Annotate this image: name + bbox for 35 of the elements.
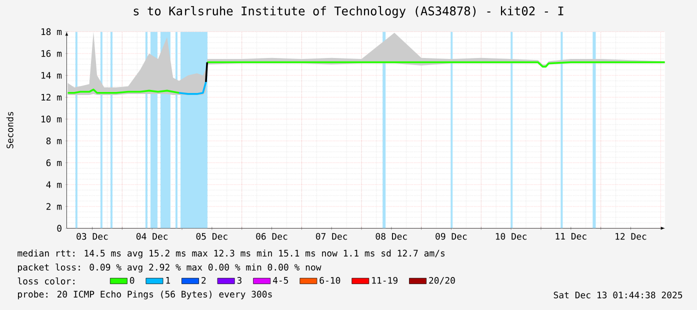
y-tick-label: 8 m — [46, 138, 62, 144]
x-tick-label: 05 Dec — [196, 232, 228, 240]
y-tick-label: 10 m — [42, 116, 62, 122]
legend-label: 4-5 — [272, 277, 288, 284]
legend-label: 11-19 — [372, 276, 398, 284]
text: Sat Dec 13 01:44:38 2025 — [554, 292, 682, 298]
x-tick-label: 12 Dec — [616, 232, 646, 240]
y-tick-label: 2 m — [46, 203, 62, 210]
legend-title: loss color: — [18, 278, 74, 284]
legend-label: 3 — [237, 276, 242, 284]
text: median rtt: 14.5 ms avg 15.2 ms max 12.3 ms min 15.1 ms now 1.1 ms sd 12.7 am/s — [18, 250, 445, 258]
x-tick-label: 10 Dec — [496, 232, 527, 240]
x-tick-label: 07 Dec — [316, 232, 348, 240]
legend-label: 0 — [130, 276, 134, 284]
y-axis-title: Seconds — [6, 112, 14, 148]
y-tick-label: 6 m — [46, 159, 62, 166]
text: packet loss: 0.09 % avg 2.92 % max 0.00 % min 0.00 % now — [18, 264, 322, 272]
y-tick-label: 4 m — [46, 181, 62, 188]
text: probe: 20 ICMP Echo Pings (56 Bytes) every 300s — [18, 290, 272, 300]
legend-label: 1 — [166, 277, 170, 284]
y-tick-label: 12 m — [42, 94, 62, 101]
x-tick-label: 08 Dec — [376, 232, 407, 240]
x-tick-label: 06 Dec — [256, 232, 288, 240]
y-tick-label: 14 m — [42, 72, 62, 79]
chart-title: s to Karlsruhe Institute of Technology (AS34878) - kit02 - I — [134, 6, 564, 18]
x-tick-label: 11 Dec — [556, 232, 586, 240]
y-tick-label: 16 m — [42, 50, 62, 57]
y-tick-label: 18 m — [42, 28, 62, 36]
y-tick-label: 0 — [57, 224, 62, 232]
x-tick-label: 04 Dec — [136, 232, 168, 240]
x-tick-label: 03 Dec — [76, 232, 108, 240]
legend-label: 2 — [202, 276, 206, 284]
legend-label: 6-10 — [320, 276, 340, 284]
legend-label: 20/20 — [429, 276, 455, 284]
x-tick-label: 09 Dec — [436, 232, 467, 240]
